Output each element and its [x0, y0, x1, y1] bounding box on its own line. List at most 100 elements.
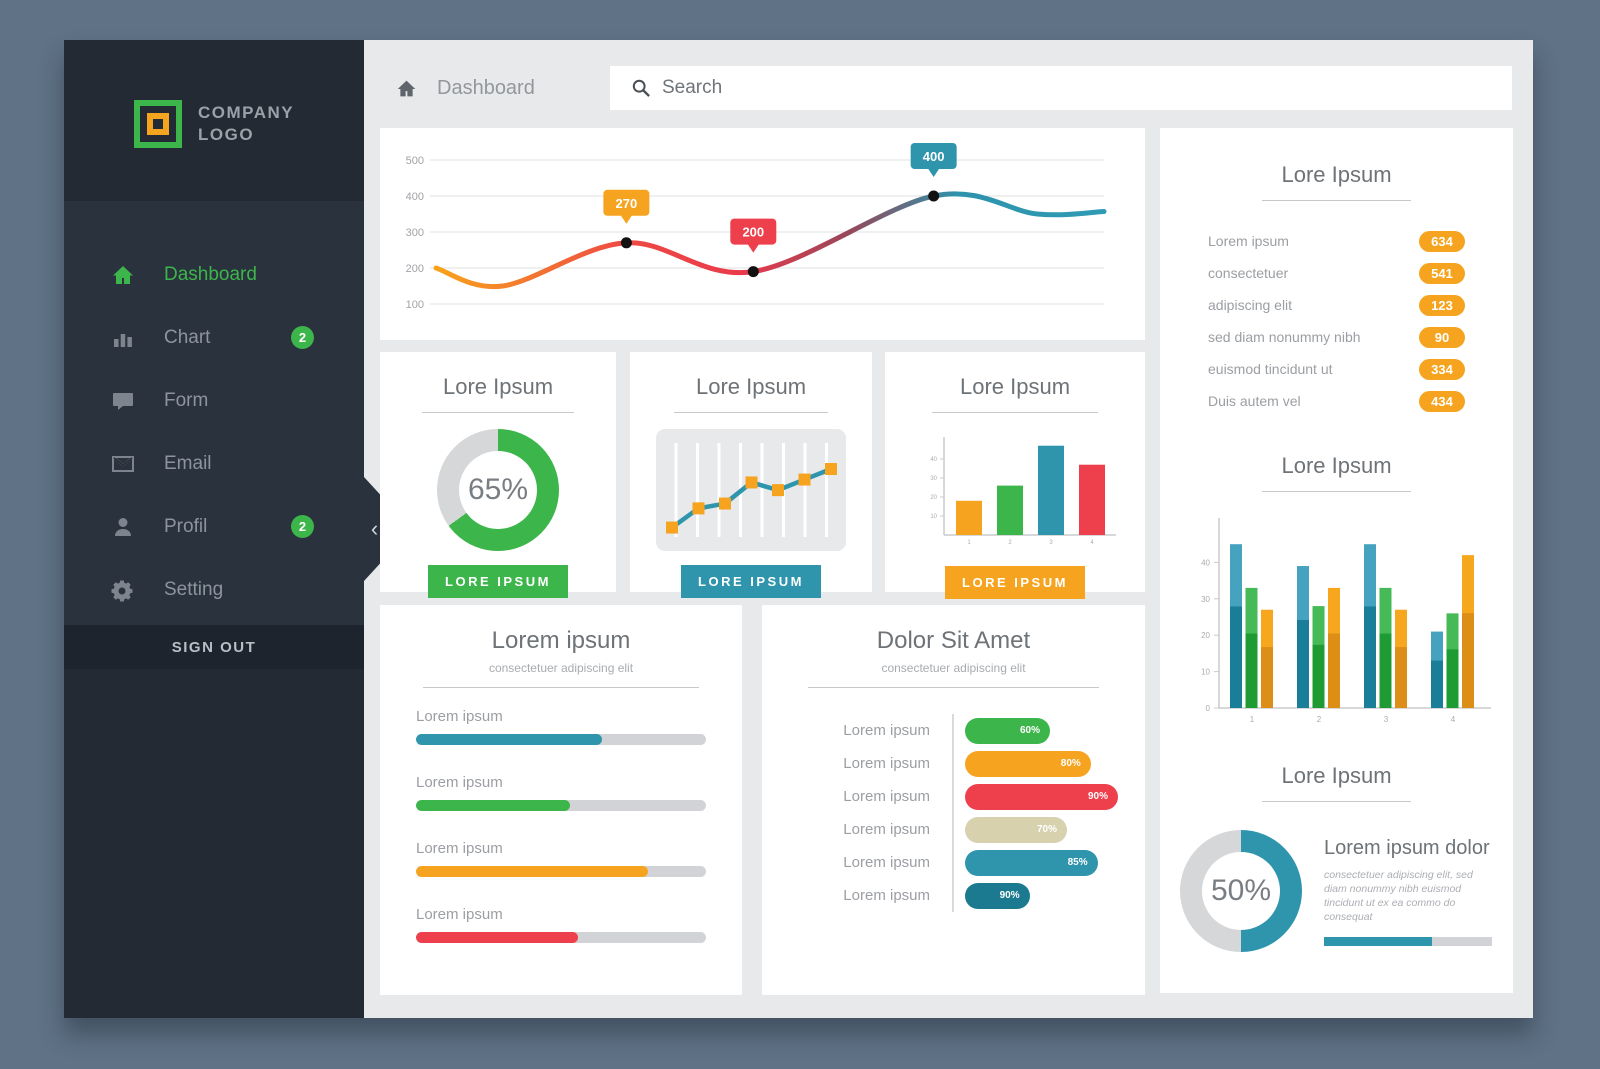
- progress-track: [416, 932, 706, 943]
- donut-chart-65: 65%: [437, 429, 559, 551]
- title-rule: [1262, 200, 1411, 201]
- hbar-bar: 90%: [965, 882, 1030, 909]
- sidebar-item-form[interactable]: Form: [64, 369, 364, 432]
- hbar-bar: 85%: [965, 849, 1098, 876]
- hbar-bar: 60%: [965, 717, 1050, 744]
- sparkline-card: Lore Ipsum LORE IPSUM: [630, 352, 872, 598]
- donut-progress-fill: [1324, 936, 1432, 946]
- svg-text:0: 0: [1205, 704, 1210, 713]
- svg-text:40: 40: [930, 457, 937, 463]
- progress-track: [416, 866, 706, 877]
- point-tooltip: 400: [910, 143, 957, 177]
- sidebar-item-email[interactable]: Email: [64, 432, 364, 495]
- right-panel: Lore Ipsum Lorem ipsum 634 consectetuer 541…: [1160, 128, 1513, 993]
- notification-badge: 2: [291, 326, 314, 349]
- stat-badge: 541: [1419, 262, 1465, 284]
- hbar-row: 70%: [965, 813, 1135, 846]
- stat-badge: 123: [1419, 294, 1465, 316]
- breadcrumb[interactable]: Dashboard: [396, 66, 535, 110]
- lore-ipsum-button-teal[interactable]: LORE IPSUM: [681, 565, 821, 598]
- donut-info: Lorem ipsum dolor consectetuer adipiscin…: [1324, 837, 1492, 946]
- mini-bar-chart: 10 20 30 40 1 2 3 4: [930, 437, 1116, 546]
- svg-text:2: 2: [1316, 715, 1321, 724]
- svg-text:10: 10: [1201, 668, 1210, 677]
- svg-text:2: 2: [1008, 540, 1012, 546]
- svg-text:30: 30: [1201, 595, 1210, 604]
- hbar-bar: 90%: [965, 783, 1118, 810]
- hbar-bars: 60% 80% 90% 70% 85% 90%: [952, 714, 1145, 912]
- sidebar-item-label: Profil: [164, 515, 208, 537]
- hbar-row: 80%: [965, 747, 1135, 780]
- home-icon: [110, 262, 136, 288]
- stat-label: euismod tincidunt ut: [1208, 361, 1333, 377]
- donut-value: 65%: [467, 473, 529, 506]
- bar-chart-icon: [110, 325, 136, 351]
- stat-label: Lorem ipsum: [1208, 233, 1289, 249]
- card-title: Lore Ipsum: [695, 374, 807, 399]
- logo-icon: [134, 100, 182, 148]
- sidebar-item-chart[interactable]: Chart 2: [64, 306, 364, 369]
- svg-text:300: 300: [406, 227, 424, 239]
- svg-text:1: 1: [1249, 715, 1254, 724]
- chevron-left-icon: ‹: [370, 516, 379, 541]
- hbar-row: 85%: [965, 846, 1135, 879]
- progress-card: Lorem ipsum consectetuer adipiscing elit…: [380, 605, 742, 995]
- stat-badge: 334: [1419, 358, 1465, 380]
- progress-track: [416, 800, 706, 811]
- svg-text:500: 500: [406, 155, 424, 167]
- gear-icon: [110, 577, 136, 603]
- search-input[interactable]: [610, 66, 1512, 110]
- hbar-bar: 70%: [965, 816, 1067, 843]
- sidebar-item-dashboard[interactable]: Dashboard: [64, 243, 364, 306]
- title-rule: [807, 687, 1100, 688]
- list-section-title: Lore Ipsum: [1281, 162, 1392, 187]
- donut-heading: Lorem ipsum dolor: [1324, 836, 1490, 859]
- donut-description: consectetuer adipiscing elit, sed diam n…: [1324, 868, 1473, 923]
- chat-icon: [110, 388, 136, 414]
- svg-text:100: 100: [406, 299, 424, 311]
- hbar-value: 90%: [1087, 791, 1108, 802]
- company-logo: COMPANY LOGO: [134, 100, 294, 148]
- search-icon: [632, 79, 650, 97]
- app-window: COMPANY LOGO Dashboard Chart 2 Form Email Pro…: [64, 40, 1533, 1018]
- hbar-label: Lorem ipsum: [843, 755, 930, 772]
- stat-list-item[interactable]: consectetuer 541: [1208, 257, 1465, 289]
- progress-label: Lorem ipsum: [416, 774, 503, 791]
- donut-section-title: Lore Ipsum: [1281, 763, 1392, 788]
- logo-line2: LOGO: [198, 125, 255, 144]
- hbar-labels: Lorem ipsum Lorem ipsum Lorem ipsum Lorem i…: [762, 714, 952, 912]
- stat-list-item[interactable]: Duis autem vel 434: [1208, 385, 1465, 417]
- hbar-value: 70%: [1036, 824, 1057, 835]
- sidebar-collapse-handle[interactable]: ‹: [364, 477, 385, 581]
- lore-ipsum-button-green[interactable]: LORE IPSUM: [428, 565, 568, 598]
- sidebar-item-setting[interactable]: Setting: [64, 558, 364, 621]
- stat-list-item[interactable]: euismod tincidunt ut 334: [1208, 353, 1465, 385]
- sidebar-item-label: Setting: [164, 578, 224, 600]
- sign-out-button[interactable]: SIGN OUT: [64, 625, 364, 669]
- sidebar-item-label: Email: [164, 452, 212, 474]
- progress-label: Lorem ipsum: [416, 840, 503, 857]
- card-title: Lore Ipsum: [959, 374, 1071, 399]
- donut-value: 50%: [1210, 874, 1272, 907]
- stat-list-item[interactable]: adipiscing elit 123: [1208, 289, 1465, 321]
- title-rule: [931, 412, 1099, 413]
- stat-list-item[interactable]: Lorem ipsum 634: [1208, 225, 1465, 257]
- svg-text:10: 10: [930, 514, 937, 520]
- point-tooltip: 270: [603, 189, 650, 224]
- grouped-bar-chart: 0 10 20 30 40 1 2 3 4: [1201, 518, 1491, 724]
- card-subtitle: consectetuer adipiscing elit: [881, 661, 1026, 675]
- search-box: [610, 66, 1512, 110]
- lore-ipsum-button-orange[interactable]: LORE IPSUM: [945, 566, 1085, 599]
- sparkline-chart: [656, 429, 846, 551]
- svg-text:30: 30: [930, 476, 937, 482]
- sidebar-item-profil[interactable]: Profil 2: [64, 495, 364, 558]
- sidebar-item-label: Dashboard: [164, 263, 257, 285]
- svg-text:3: 3: [1049, 540, 1053, 546]
- hbar-row: 60%: [965, 714, 1135, 747]
- point-tooltip: 200: [730, 218, 777, 253]
- progress-label: Lorem ipsum: [416, 906, 503, 923]
- svg-text:400: 400: [406, 191, 424, 203]
- progress-bars: Lorem ipsum Lorem ipsum Lorem ipsum Lorem i…: [380, 688, 742, 943]
- stat-label: sed diam nonummy nibh: [1208, 329, 1361, 345]
- stat-list-item[interactable]: sed diam nonummy nibh 90: [1208, 321, 1465, 353]
